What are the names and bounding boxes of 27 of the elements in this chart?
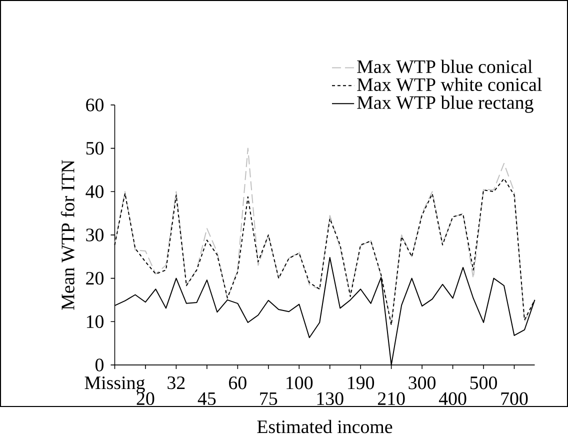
x-tick-label: 45 <box>198 392 216 405</box>
legend-label: Max WTP blue conical <box>357 60 532 73</box>
y-tick-label: 10 <box>86 315 104 328</box>
y-tick-label: 50 <box>86 142 104 154</box>
x-tick-label: 32 <box>168 376 185 389</box>
x-tick-label: 210 <box>378 392 405 405</box>
y-tick-label: 20 <box>86 272 104 284</box>
x-tick-label: 400 <box>438 392 466 405</box>
x-tick-label: 700 <box>501 392 528 405</box>
y-tick-label: 30 <box>86 228 104 242</box>
line-series <box>114 148 536 324</box>
x-tick-label: 300 <box>408 376 436 390</box>
x-tick-label: 20 <box>136 392 154 405</box>
y-tick-label: 0 <box>95 358 104 372</box>
x-tick-label: 75 <box>260 392 278 405</box>
y-tick-label: 40 <box>86 185 104 198</box>
x-tick-label: 60 <box>229 376 246 390</box>
x-tick-label: 100 <box>286 376 313 390</box>
x-tick-label: Missing <box>84 376 145 393</box>
legend-label: Max WTP blue rectang <box>357 95 534 113</box>
y-tick-label: 60 <box>86 98 104 112</box>
x-tick-label: 130 <box>317 392 344 405</box>
legend-label: Max WTP white conical <box>357 77 542 91</box>
x-tick-label: 190 <box>348 376 374 390</box>
x-axis-title: Estimated income <box>257 420 392 433</box>
y-axis-title: Mean WTP for ITN <box>60 160 74 310</box>
x-tick-label: 500 <box>470 376 497 390</box>
